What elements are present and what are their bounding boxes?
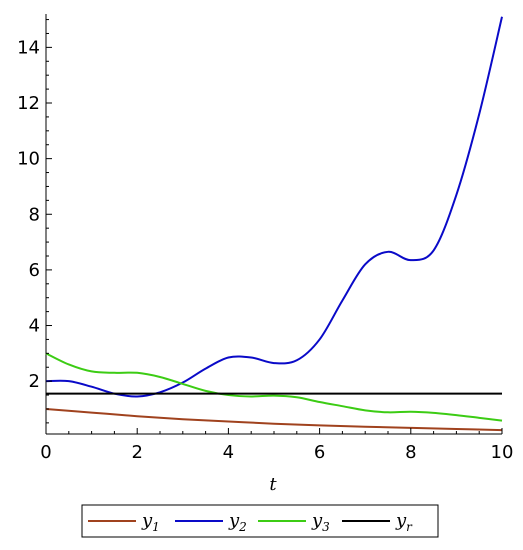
x-tick-label: 8 bbox=[405, 442, 416, 463]
x-tick-label: 4 bbox=[223, 442, 234, 463]
y-tick-label: 8 bbox=[29, 204, 40, 225]
y-tick-label: 10 bbox=[17, 149, 40, 170]
y-tick-label: 4 bbox=[29, 316, 40, 337]
x-axis-title: t bbox=[269, 474, 277, 495]
legend-label: y2 bbox=[228, 510, 247, 534]
legend-label: y3 bbox=[311, 510, 330, 534]
legend-label: y1 bbox=[141, 510, 160, 534]
ticks: 0 2 4 6 8 10 2 4 6 8 10 12 14 bbox=[17, 19, 514, 463]
axes bbox=[45, 14, 502, 435]
y-tick-label: 12 bbox=[17, 93, 40, 114]
x-tick-label: 2 bbox=[131, 442, 142, 463]
legend: y1 y2 y3 yr bbox=[81, 504, 439, 538]
series-layer bbox=[45, 16, 503, 432]
x-tick-label: 10 bbox=[491, 442, 514, 463]
y-tick-label: 6 bbox=[29, 260, 40, 281]
x-tick-label: 6 bbox=[314, 442, 325, 463]
y-tick-label: 14 bbox=[17, 37, 40, 58]
series-line-y2 bbox=[45, 16, 503, 398]
y-tick-label: 2 bbox=[29, 371, 40, 392]
legend-label: yr bbox=[395, 510, 413, 534]
series-line-y3 bbox=[45, 352, 503, 422]
x-tick-label: 0 bbox=[40, 442, 51, 463]
series-line-y1 bbox=[45, 407, 503, 432]
